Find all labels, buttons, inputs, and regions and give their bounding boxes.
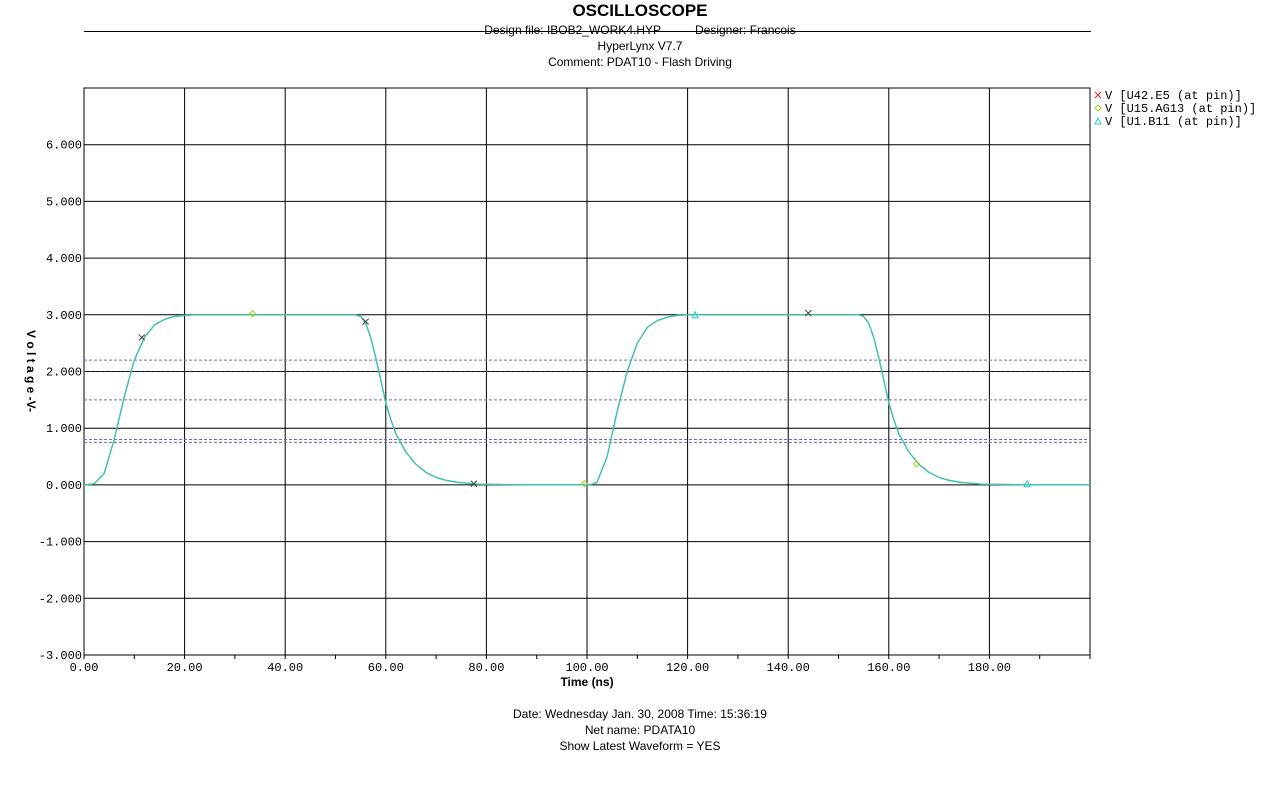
y-tick-label: 3.000 — [46, 309, 82, 323]
y-tick-label: 0.000 — [46, 479, 82, 493]
series-marker — [1023, 479, 1031, 488]
y-tick-label: 2.000 — [46, 366, 82, 380]
y-tick-label: -1.000 — [39, 536, 82, 550]
legend-entry: V [U15.AG13 (at pin)] — [1105, 102, 1256, 116]
legend-marker — [1094, 91, 1102, 99]
design-file-label: Design file: IBOB2_WORK4.HYP — [484, 23, 661, 37]
software-version: HyperLynx V7.7 — [597, 39, 683, 53]
series-marker — [138, 334, 146, 341]
x-tick-label: 20.00 — [167, 661, 203, 675]
x-tick-label: 60.00 — [368, 661, 404, 675]
design-info: Design file: IBOB2_WORK4.HYP Designer: Fr… — [0, 23, 1280, 37]
series-marker — [470, 480, 478, 488]
designer-label: Designer: Francois — [695, 23, 796, 37]
x-tick-label: 100.00 — [565, 661, 608, 675]
y-tick-label: 1.000 — [46, 422, 82, 436]
x-tick-label: 120.00 — [666, 661, 709, 675]
y-tick-label: -3.000 — [39, 649, 82, 663]
title-rule — [84, 31, 1091, 32]
x-tick-label: 0.00 — [70, 661, 99, 675]
x-tick-label: 80.00 — [468, 661, 504, 675]
x-tick-label: 160.00 — [867, 661, 910, 675]
page-title: OSCILLOSCOPE — [572, 1, 708, 20]
footer: Date: Wednesday Jan. 30, 2008 Time: 15:3… — [0, 706, 1280, 754]
series-marker — [691, 310, 699, 319]
y-tick-label: 5.000 — [46, 195, 82, 209]
legend-entry: V [U42.E5 (at pin)] — [1105, 89, 1242, 103]
y-tick-label: -2.000 — [39, 592, 82, 606]
series-marker — [804, 309, 812, 317]
x-tick-label: 40.00 — [267, 661, 303, 675]
series-line — [83, 314, 1090, 486]
threshold-lines — [84, 359, 1090, 443]
y-axis-label: V o l t a g e -V- — [24, 330, 38, 412]
x-axis-label: Time (ns) — [560, 675, 613, 689]
legend-marker — [1094, 116, 1102, 125]
x-tick-label: 140.00 — [767, 661, 810, 675]
series-marker — [912, 460, 921, 468]
waveforms — [83, 309, 1090, 488]
legend-marker — [1094, 104, 1102, 112]
net-name: Net name: PDATA10 — [584, 723, 696, 737]
y-tick-label: 6.000 — [46, 139, 82, 153]
y-tick-label: 4.000 — [46, 252, 82, 266]
comment-line: Comment: PDAT10 - Flash Driving — [548, 55, 732, 69]
legend: V [U42.E5 (at pin)]V [U15.AG13 (at pin)]… — [1094, 89, 1256, 129]
series-marker — [248, 309, 257, 318]
date-time: Date: Wednesday Jan. 30, 2008 Time: 15:3… — [513, 707, 767, 721]
x-tick-label: 180.00 — [968, 661, 1011, 675]
grid — [83, 87, 1091, 659]
series-marker — [362, 318, 370, 325]
show-latest-waveform: Show Latest Waveform = YES — [559, 739, 721, 753]
tick-labels: 0.00 20.00 40.00 60.00 80.00 100.00 120.00 140.… — [39, 139, 1011, 675]
legend-entry: V [U1.B11 (at pin)] — [1105, 115, 1242, 129]
series-marker — [580, 480, 589, 488]
